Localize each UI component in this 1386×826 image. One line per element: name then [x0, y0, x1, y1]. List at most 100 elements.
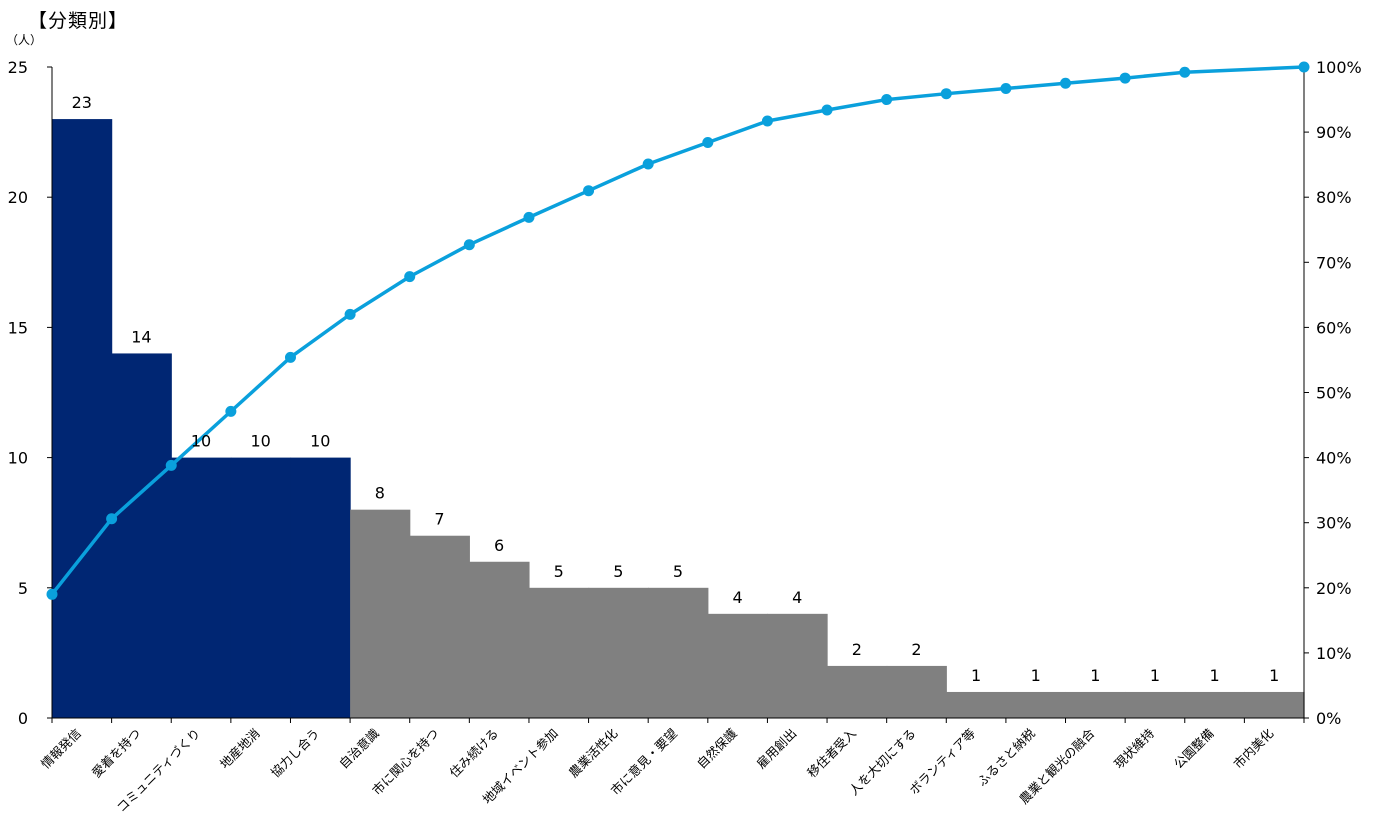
- cumulative-point-20: [1179, 66, 1191, 78]
- y2-tick-label: 0%: [1316, 709, 1341, 728]
- y2-tick-label: 100%: [1316, 58, 1362, 77]
- cumulative-point-5: [284, 351, 296, 363]
- data-label: 10: [310, 432, 330, 451]
- y-tick-label: 25: [8, 58, 28, 77]
- bar-9: [528, 587, 590, 718]
- y-tick-label: 5: [18, 579, 28, 598]
- axes-layer: [47, 66, 1309, 723]
- y2-tick-label: 30%: [1316, 514, 1352, 533]
- y2-tick-label: 60%: [1316, 318, 1352, 337]
- cumulative-point-21: [1298, 61, 1310, 73]
- data-label: 5: [613, 562, 623, 581]
- category-label: 農業活性化: [566, 725, 621, 780]
- cumulative-point-9: [523, 211, 535, 223]
- bar-7: [409, 535, 470, 718]
- bar-10: [588, 587, 649, 718]
- bar-12: [707, 613, 769, 718]
- category-label: 市内美化: [1230, 725, 1276, 771]
- cumulative-point-3: [165, 459, 177, 471]
- data-label: 10: [191, 432, 211, 451]
- bar-20: [1184, 691, 1245, 718]
- bar-5: [290, 457, 351, 718]
- data-label: 4: [733, 588, 743, 607]
- category-label: 自然保護: [694, 725, 740, 771]
- y-tick-label: 20: [8, 188, 28, 207]
- cumulative-point-16: [940, 88, 952, 100]
- category-label: 愛着を持つ: [89, 726, 144, 781]
- data-label: 2: [911, 640, 921, 659]
- data-label: 10: [250, 432, 270, 451]
- bar-3: [171, 457, 232, 718]
- cumulative-point-2: [106, 513, 118, 525]
- data-label: 7: [434, 510, 444, 529]
- category-label: 現状維持: [1111, 726, 1157, 772]
- data-label: 2: [852, 640, 862, 659]
- bar-13: [767, 613, 828, 718]
- data-label: 1: [1269, 666, 1279, 685]
- cumulative-point-11: [642, 158, 654, 170]
- y2-tick-label: 50%: [1316, 384, 1352, 403]
- data-label: 1: [1090, 666, 1100, 685]
- category-label: 自治意識: [336, 726, 382, 772]
- bar-4: [230, 457, 292, 718]
- bar-14: [827, 665, 888, 718]
- data-label: 1: [1031, 666, 1041, 685]
- category-label: 雇用創出: [753, 726, 799, 772]
- data-label: 1: [971, 666, 981, 685]
- data-label: 1: [1209, 666, 1219, 685]
- category-label: 公園整備: [1171, 726, 1217, 772]
- category-label: 地産地消: [217, 726, 263, 772]
- data-label: 23: [72, 93, 92, 112]
- bars-layer: [52, 119, 1305, 718]
- bar-11: [648, 587, 709, 718]
- cumulative-point-18: [1060, 77, 1072, 89]
- y2-tick-label: 40%: [1316, 449, 1352, 468]
- y2-tick-label: 70%: [1316, 253, 1352, 272]
- category-label: 協力し合う: [268, 726, 323, 781]
- data-label: 4: [792, 588, 802, 607]
- cumulative-point-8: [463, 239, 475, 251]
- cumulative-point-19: [1119, 72, 1131, 84]
- bar-2: [111, 353, 172, 718]
- cumulative-point-4: [225, 405, 237, 417]
- y-tick-label: 0: [18, 709, 28, 728]
- bar-15: [886, 665, 947, 718]
- bar-16: [946, 691, 1007, 718]
- category-label: 移住者受入: [804, 725, 859, 780]
- y2-tick-label: 20%: [1316, 579, 1352, 598]
- bar-18: [1065, 691, 1126, 718]
- cumulative-point-13: [761, 115, 773, 127]
- chart-title: 【分類別】: [28, 10, 129, 32]
- y2-tick-label: 90%: [1316, 123, 1352, 142]
- cumulative-point-6: [344, 308, 356, 320]
- y2-tick-label: 10%: [1316, 644, 1352, 663]
- cumulative-point-12: [702, 137, 714, 149]
- y2-tick-label: 80%: [1316, 188, 1352, 207]
- category-label: 住み続ける: [446, 726, 501, 781]
- cumulative-line-layer: [46, 61, 1310, 600]
- cumulative-point-1: [46, 588, 58, 600]
- bar-17: [1005, 691, 1067, 718]
- category-label: 情報発信: [38, 726, 84, 772]
- bar-6: [350, 509, 411, 718]
- cumulative-point-10: [583, 185, 595, 197]
- y-tick-label: 15: [8, 318, 28, 337]
- data-label: 8: [375, 484, 385, 503]
- data-label: 1: [1150, 666, 1160, 685]
- y-tick-label: 10: [8, 449, 28, 468]
- data-label: 5: [673, 562, 683, 581]
- category-label: ふるさと納税: [974, 725, 1038, 789]
- bar-1: [52, 119, 113, 718]
- bar-21: [1244, 691, 1305, 718]
- cumulative-point-7: [404, 271, 416, 283]
- data-label: 5: [554, 562, 564, 581]
- bar-8: [469, 561, 530, 718]
- data-label: 14: [131, 327, 151, 346]
- y-axis-unit-label: （人）: [6, 33, 43, 47]
- cumulative-point-15: [881, 94, 893, 106]
- data-label: 6: [494, 536, 504, 555]
- cumulative-point-17: [1000, 82, 1012, 94]
- bar-19: [1125, 691, 1186, 718]
